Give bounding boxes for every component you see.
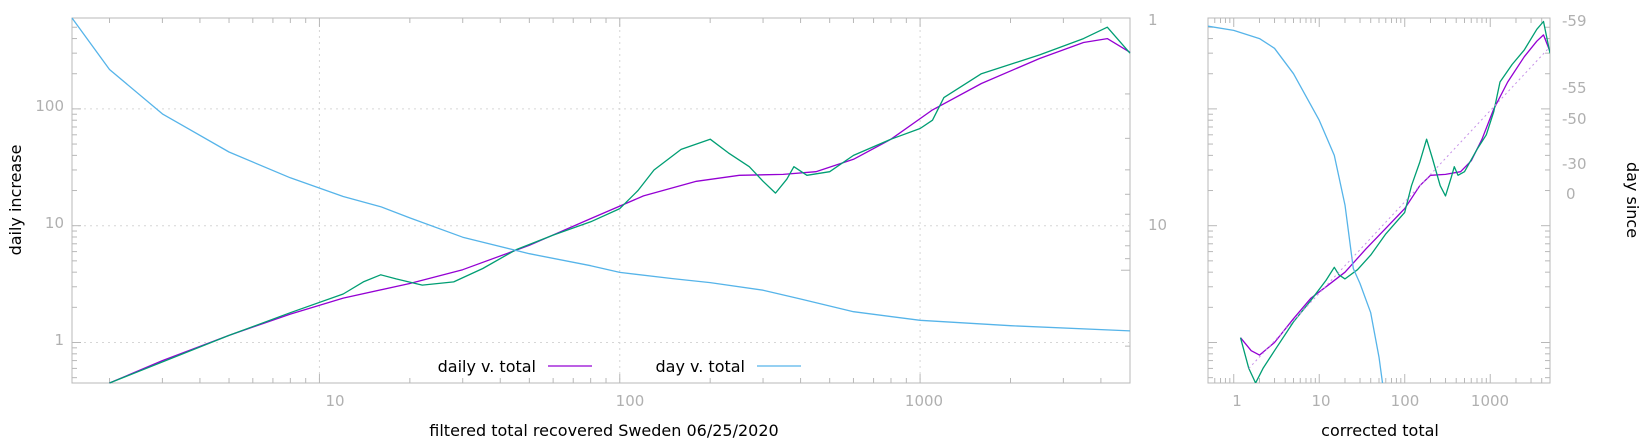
side-ticks — [1207, 17, 1551, 383]
side-x-axis-label: corrected total — [1321, 421, 1439, 440]
main-xtick-10: 10 — [325, 392, 344, 410]
main-panel: 10 100 1000 1 10 100 1 10 filtered total… — [6, 11, 1167, 440]
side-series-line-1 — [1239, 20, 1550, 383]
side-series-line-3 — [1248, 46, 1550, 369]
side-series-line-2 — [1208, 25, 1384, 383]
main-xtick-100: 100 — [616, 392, 645, 410]
main-series-line-1 — [109, 26, 1131, 384]
legend-label-day: day v. total — [656, 357, 746, 376]
side-y-axis-label: day since — [1623, 162, 1640, 238]
side-xtick-100: 100 — [1391, 392, 1420, 410]
main-y2tick-1: 1 — [1148, 11, 1158, 29]
main-grid — [72, 18, 1130, 383]
main-series-line-2 — [71, 17, 1131, 332]
legend-label-daily: daily v. total — [438, 357, 536, 376]
side-y2tick-m59: -59 — [1562, 12, 1587, 30]
main-series — [71, 17, 1131, 384]
main-y2tick-10: 10 — [1148, 216, 1167, 234]
side-xtick-10: 10 — [1311, 392, 1330, 410]
side-series-group — [1208, 20, 1550, 383]
main-plot-frame — [71, 17, 1131, 384]
side-series — [1208, 20, 1550, 383]
side-series-line-0 — [1239, 34, 1550, 356]
side-plot-frame — [1207, 17, 1551, 384]
main-y-axis-label: daily increase — [6, 145, 25, 256]
side-y2tick-m55: -55 — [1562, 79, 1587, 97]
main-ytick-100: 100 — [35, 97, 64, 115]
main-series-line-0 — [109, 37, 1131, 384]
side-xtick-1: 1 — [1232, 392, 1242, 410]
main-ytick-1: 1 — [54, 331, 64, 349]
main-xtick-1000: 1000 — [905, 392, 943, 410]
side-y2tick-m30: -30 — [1562, 155, 1587, 173]
main-ytick-10: 10 — [45, 214, 64, 232]
side-panel: 1 10 100 1000 -59 -55 -50 -30 0 correcte… — [1207, 12, 1640, 440]
main-x-axis-label: filtered total recovered Sweden 06/25/20… — [429, 421, 778, 440]
side-y2tick-0: 0 — [1566, 185, 1576, 203]
main-ticks — [72, 17, 1131, 383]
legend: daily v. total day v. total — [438, 357, 801, 376]
side-xtick-1000: 1000 — [1471, 392, 1509, 410]
side-y2tick-m50: -50 — [1562, 110, 1587, 128]
